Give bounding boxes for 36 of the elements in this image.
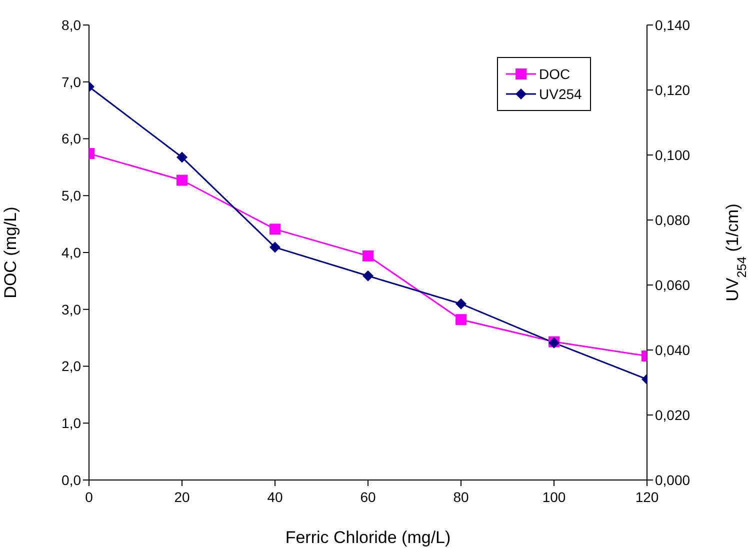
x-tick-label: 20	[174, 488, 190, 505]
y-tick-label: 8,0	[62, 16, 82, 33]
point	[362, 250, 374, 262]
y2-tick-label: 0,080	[655, 212, 690, 228]
point	[270, 224, 280, 235]
y2-tick-label: 0,120	[655, 82, 690, 98]
y-axis-title: DOC (mg/L)	[1, 206, 20, 298]
legend-label: DOC	[539, 65, 570, 84]
y2-tick-label: 0,140	[655, 16, 690, 33]
point	[270, 242, 280, 253]
x-axis-title: Ferric Chloride (mg/L)	[285, 528, 451, 547]
point	[362, 270, 374, 282]
point	[456, 314, 466, 326]
legend-label: UV254	[539, 85, 582, 104]
point	[176, 152, 188, 163]
y2-tick-label: 0,000	[655, 472, 690, 488]
x-tick-label: 100	[542, 488, 566, 505]
y2-tick-label: 0,060	[655, 276, 690, 293]
y2-tick-label: 0,100	[655, 146, 690, 163]
x-tick-label: 0	[85, 488, 94, 505]
x-tick-label: 80	[453, 488, 469, 505]
x-tick-label: 60	[360, 488, 376, 505]
y-tick-label: 0,0	[62, 472, 82, 488]
point	[176, 174, 188, 186]
y2-tick-label: 0,040	[655, 342, 690, 358]
y2-tick-label: 0,020	[655, 406, 690, 423]
x-tick-label: 120	[635, 488, 659, 505]
y-tick-label: 6,0	[62, 130, 82, 147]
y-tick-label: 2,0	[62, 358, 82, 374]
x-tick-label: 40	[267, 488, 283, 505]
y-tick-label: 7,0	[62, 74, 82, 90]
point	[456, 298, 466, 310]
y-tick-label: 4,0	[62, 244, 82, 260]
y-tick-label: 1,0	[62, 415, 82, 432]
y-tick-label: 5,0	[62, 188, 82, 204]
y-tick-label: 3,0	[62, 301, 82, 318]
